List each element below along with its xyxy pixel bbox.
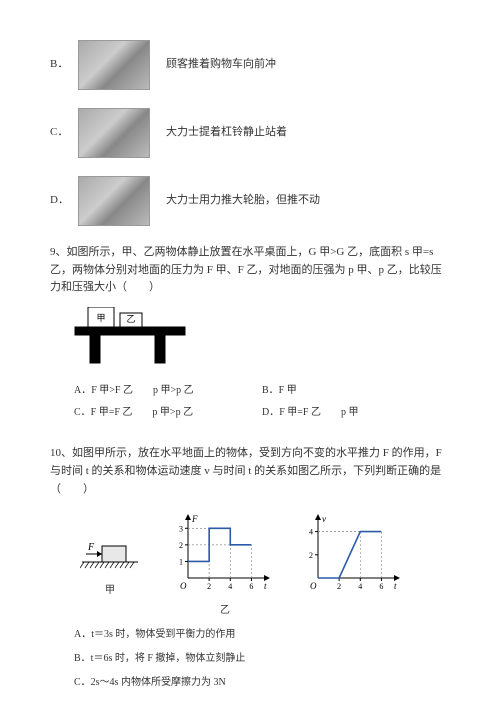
svg-text:2: 2 (179, 541, 183, 550)
svg-text:4: 4 (309, 528, 313, 537)
q9-option-a: A．F 甲>F 乙 p 甲>p 乙 (74, 383, 262, 399)
q9-stem: 9、如图所示，甲、乙两物体静止放置在水平桌面上，G 甲>G 乙，底面积 s 甲=… (50, 244, 450, 297)
q9-option-row-0: A．F 甲>F 乙 p 甲>p 乙B．F 甲 (74, 383, 450, 399)
q9-diagram: 甲乙 (70, 307, 450, 374)
option-image-placeholder (78, 176, 150, 226)
q9-option-b: B．F 甲 (262, 383, 450, 399)
svg-text:F: F (87, 542, 95, 553)
option-image-placeholder (78, 40, 150, 90)
svg-text:t: t (394, 581, 397, 591)
svg-text:甲: 甲 (96, 313, 105, 323)
q9-option-row-1: C．F 甲=F 乙 p 甲>p 乙D．F 甲=F 乙 p 甲 (74, 405, 450, 431)
label-jia: 甲 (80, 583, 140, 599)
q10-stem: 10、如图甲所示，放在水平地面上的物体，受到方向不变的水平推力 F 的作用，F … (50, 445, 450, 498)
q-option-C: C． 大力士提着杠铃静止站着 (50, 108, 450, 158)
q10-diagram: F 甲 246123FtO 24624vtO (80, 512, 450, 599)
q10-option-2: C．2s～4s 内物体所受摩擦力为 3N (74, 675, 450, 691)
svg-text:6: 6 (379, 582, 383, 591)
svg-text:2: 2 (207, 582, 211, 591)
svg-text:乙: 乙 (126, 314, 135, 324)
q9-option-b: D．F 甲=F 乙 p 甲 (262, 405, 450, 431)
option-letter: B． (50, 56, 78, 74)
svg-text:3: 3 (179, 524, 183, 533)
svg-text:F: F (191, 514, 198, 524)
svg-text:1: 1 (179, 558, 183, 567)
svg-text:4: 4 (228, 582, 232, 591)
svg-text:O: O (180, 581, 187, 591)
svg-text:t: t (264, 581, 267, 591)
option-desc: 大力士提着杠铃静止站着 (166, 124, 450, 142)
q9-option-a: C．F 甲=F 乙 p 甲>p 乙 (74, 405, 262, 431)
svg-text:4: 4 (358, 582, 362, 591)
svg-text:6: 6 (249, 582, 253, 591)
option-desc: 顾客推着购物车向前冲 (166, 56, 450, 74)
svg-text:2: 2 (309, 551, 313, 560)
svg-text:2: 2 (337, 582, 341, 591)
option-letter: D． (50, 192, 78, 210)
q10-option-0: A．t＝3s 时，物体受到平衡力的作用 (74, 627, 450, 643)
option-desc: 大力士用力推大轮胎，但推不动 (166, 192, 450, 210)
q-option-D: D． 大力士用力推大轮胎，但推不动 (50, 176, 450, 226)
option-image-placeholder (78, 108, 150, 158)
q10-option-1: B．t＝6s 时，将 F 撤掉，物体立刻静止 (74, 651, 450, 667)
option-letter: C． (50, 124, 78, 142)
svg-text:O: O (310, 581, 317, 591)
q-option-B: B． 顾客推着购物车向前冲 (50, 40, 450, 90)
label-yi: 乙 (220, 603, 450, 619)
svg-text:v: v (322, 514, 326, 524)
